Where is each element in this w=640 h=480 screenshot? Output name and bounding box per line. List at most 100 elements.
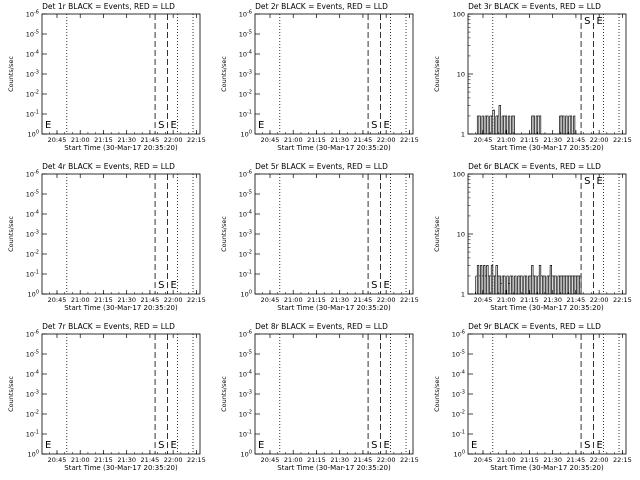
chart-svg-7: Det 7r BLACK = Events, RED = LLD 20:45 21:… — [7, 322, 206, 472]
x-tick-label: 21:45 — [141, 456, 160, 464]
y-tick-label: 100 — [241, 130, 252, 139]
y-tick-label: 10-2 — [26, 90, 39, 99]
y-tick-label: 10-5 — [239, 30, 252, 39]
x-tick-label: 22:15 — [613, 296, 632, 304]
start-marker: S — [584, 16, 590, 27]
x-axis-label: Start Time (30-Mar-17 20:35:20) — [64, 304, 178, 312]
y-tick-label: 10-6 — [452, 330, 465, 339]
x-tick-label: 21:30 — [330, 456, 349, 464]
end-marker: E — [596, 176, 602, 187]
x-tick-label: 21:45 — [354, 136, 373, 144]
x-tick-label: 21:15 — [94, 456, 113, 464]
x-tick-label: 21:15 — [520, 136, 539, 144]
end-marker: E — [596, 440, 602, 451]
x-tick-label: 20:45 — [48, 136, 67, 144]
chart-title: Det 8r BLACK = Events, RED = LLD — [255, 322, 388, 331]
plot-frame — [41, 173, 201, 295]
y-tick-label: 10-5 — [26, 190, 39, 199]
x-tick-label: 21:30 — [330, 136, 349, 144]
start-marker: S — [371, 440, 377, 451]
x-tick-label: 21:00 — [71, 456, 90, 464]
x-tick-label: 21:45 — [567, 296, 586, 304]
chart-svg-6: Det 6r BLACK = Events, RED = LLD 20:45 21:… — [433, 162, 632, 312]
x-axis-label: Start Time (30-Mar-17 20:35:20) — [490, 304, 604, 312]
y-tick-label: 10-2 — [239, 410, 252, 419]
x-tick-label: 22:00 — [590, 296, 609, 304]
x-tick-label: 20:45 — [474, 456, 493, 464]
chart-title: Det 6r BLACK = Events, RED = LLD — [468, 162, 601, 171]
y-tick-label: 10-5 — [26, 30, 39, 39]
chart-title: Det 3r BLACK = Events, RED = LLD — [468, 2, 601, 11]
y-axis-label: Counts/sec — [220, 56, 228, 92]
y-tick-label: 100 — [28, 450, 39, 459]
x-axis-label: Start Time (30-Mar-17 20:35:20) — [64, 144, 178, 152]
x-tick-label: 22:00 — [377, 456, 396, 464]
y-tick-label: 1 — [461, 131, 465, 139]
y-axis-label: Counts/sec — [7, 216, 15, 252]
x-tick-label: 21:00 — [497, 136, 516, 144]
y-tick-label: 10-2 — [452, 410, 465, 419]
detector-panel-4: Det 4r BLACK = Events, RED = LLD 20:45 21:… — [0, 160, 213, 320]
y-tick-label: 100 — [241, 290, 252, 299]
y-tick-label: 10-5 — [26, 350, 39, 359]
x-tick-label: 21:45 — [567, 456, 586, 464]
x-tick-label: 22:15 — [400, 136, 419, 144]
y-tick-label: 10-4 — [452, 370, 465, 379]
x-tick-label: 21:45 — [354, 296, 373, 304]
x-tick-label: 21:30 — [543, 296, 562, 304]
x-tick-label: 22:00 — [164, 456, 183, 464]
start-marker: S — [158, 440, 164, 451]
x-axis-label: Start Time (30-Mar-17 20:35:20) — [490, 464, 604, 472]
y-tick-label: 10-3 — [26, 230, 39, 239]
detector-panel-1: Det 1r BLACK = Events, RED = LLD 20:45 21:… — [0, 0, 213, 160]
x-tick-label: 21:00 — [497, 296, 516, 304]
y-axis-label: Counts/sec — [433, 216, 441, 252]
y-tick-label: 10-6 — [239, 170, 252, 179]
events-series-line — [475, 105, 576, 135]
y-axis-label: Counts/sec — [433, 376, 441, 412]
x-tick-label: 22:00 — [590, 136, 609, 144]
x-tick-label: 21:30 — [117, 136, 136, 144]
y-tick-label: 10-5 — [452, 350, 465, 359]
chart-title: Det 4r BLACK = Events, RED = LLD — [42, 162, 175, 171]
y-tick-label: 10-3 — [239, 70, 252, 79]
x-tick-label: 21:30 — [543, 136, 562, 144]
x-tick-label: 21:00 — [497, 456, 516, 464]
x-tick-label: 21:00 — [71, 296, 90, 304]
chart-title: Det 5r BLACK = Events, RED = LLD — [255, 162, 388, 171]
y-tick-label: 10-1 — [26, 270, 39, 279]
end-marker: E — [471, 440, 477, 451]
y-tick-label: 10-2 — [239, 250, 252, 259]
end-marker: E — [170, 440, 176, 451]
x-tick-label: 21:30 — [330, 296, 349, 304]
y-tick-label: 10-6 — [26, 330, 39, 339]
events-series-line — [475, 265, 582, 295]
chart-title: Det 2r BLACK = Events, RED = LLD — [255, 2, 388, 11]
y-axis-label: Counts/sec — [220, 216, 228, 252]
x-tick-label: 21:00 — [71, 136, 90, 144]
x-tick-label: 21:30 — [117, 296, 136, 304]
y-tick-label: 100 — [241, 450, 252, 459]
x-tick-label: 22:00 — [377, 296, 396, 304]
end-marker: E — [596, 16, 602, 27]
chart-svg-8: Det 8r BLACK = Events, RED = LLD 20:45 21:… — [220, 322, 419, 472]
x-tick-label: 22:15 — [187, 456, 206, 464]
detector-panel-6: Det 6r BLACK = Events, RED = LLD 20:45 21:… — [426, 160, 639, 320]
x-tick-label: 22:15 — [187, 296, 206, 304]
detector-panel-8: Det 8r BLACK = Events, RED = LLD 20:45 21:… — [213, 320, 426, 480]
start-marker: S — [584, 440, 590, 451]
y-tick-label: 100 — [453, 171, 465, 179]
y-tick-label: 10-6 — [26, 170, 39, 179]
end-marker: E — [383, 120, 389, 131]
x-tick-label: 22:15 — [400, 296, 419, 304]
x-tick-label: 21:45 — [567, 136, 586, 144]
plot-frame — [254, 333, 414, 455]
y-axis-label: Counts/sec — [7, 56, 15, 92]
x-tick-label: 22:00 — [164, 136, 183, 144]
x-tick-label: 21:15 — [307, 456, 326, 464]
y-tick-label: 10-2 — [26, 250, 39, 259]
y-tick-label: 10-3 — [239, 390, 252, 399]
start-marker: S — [371, 280, 377, 291]
y-tick-label: 10-4 — [26, 370, 39, 379]
